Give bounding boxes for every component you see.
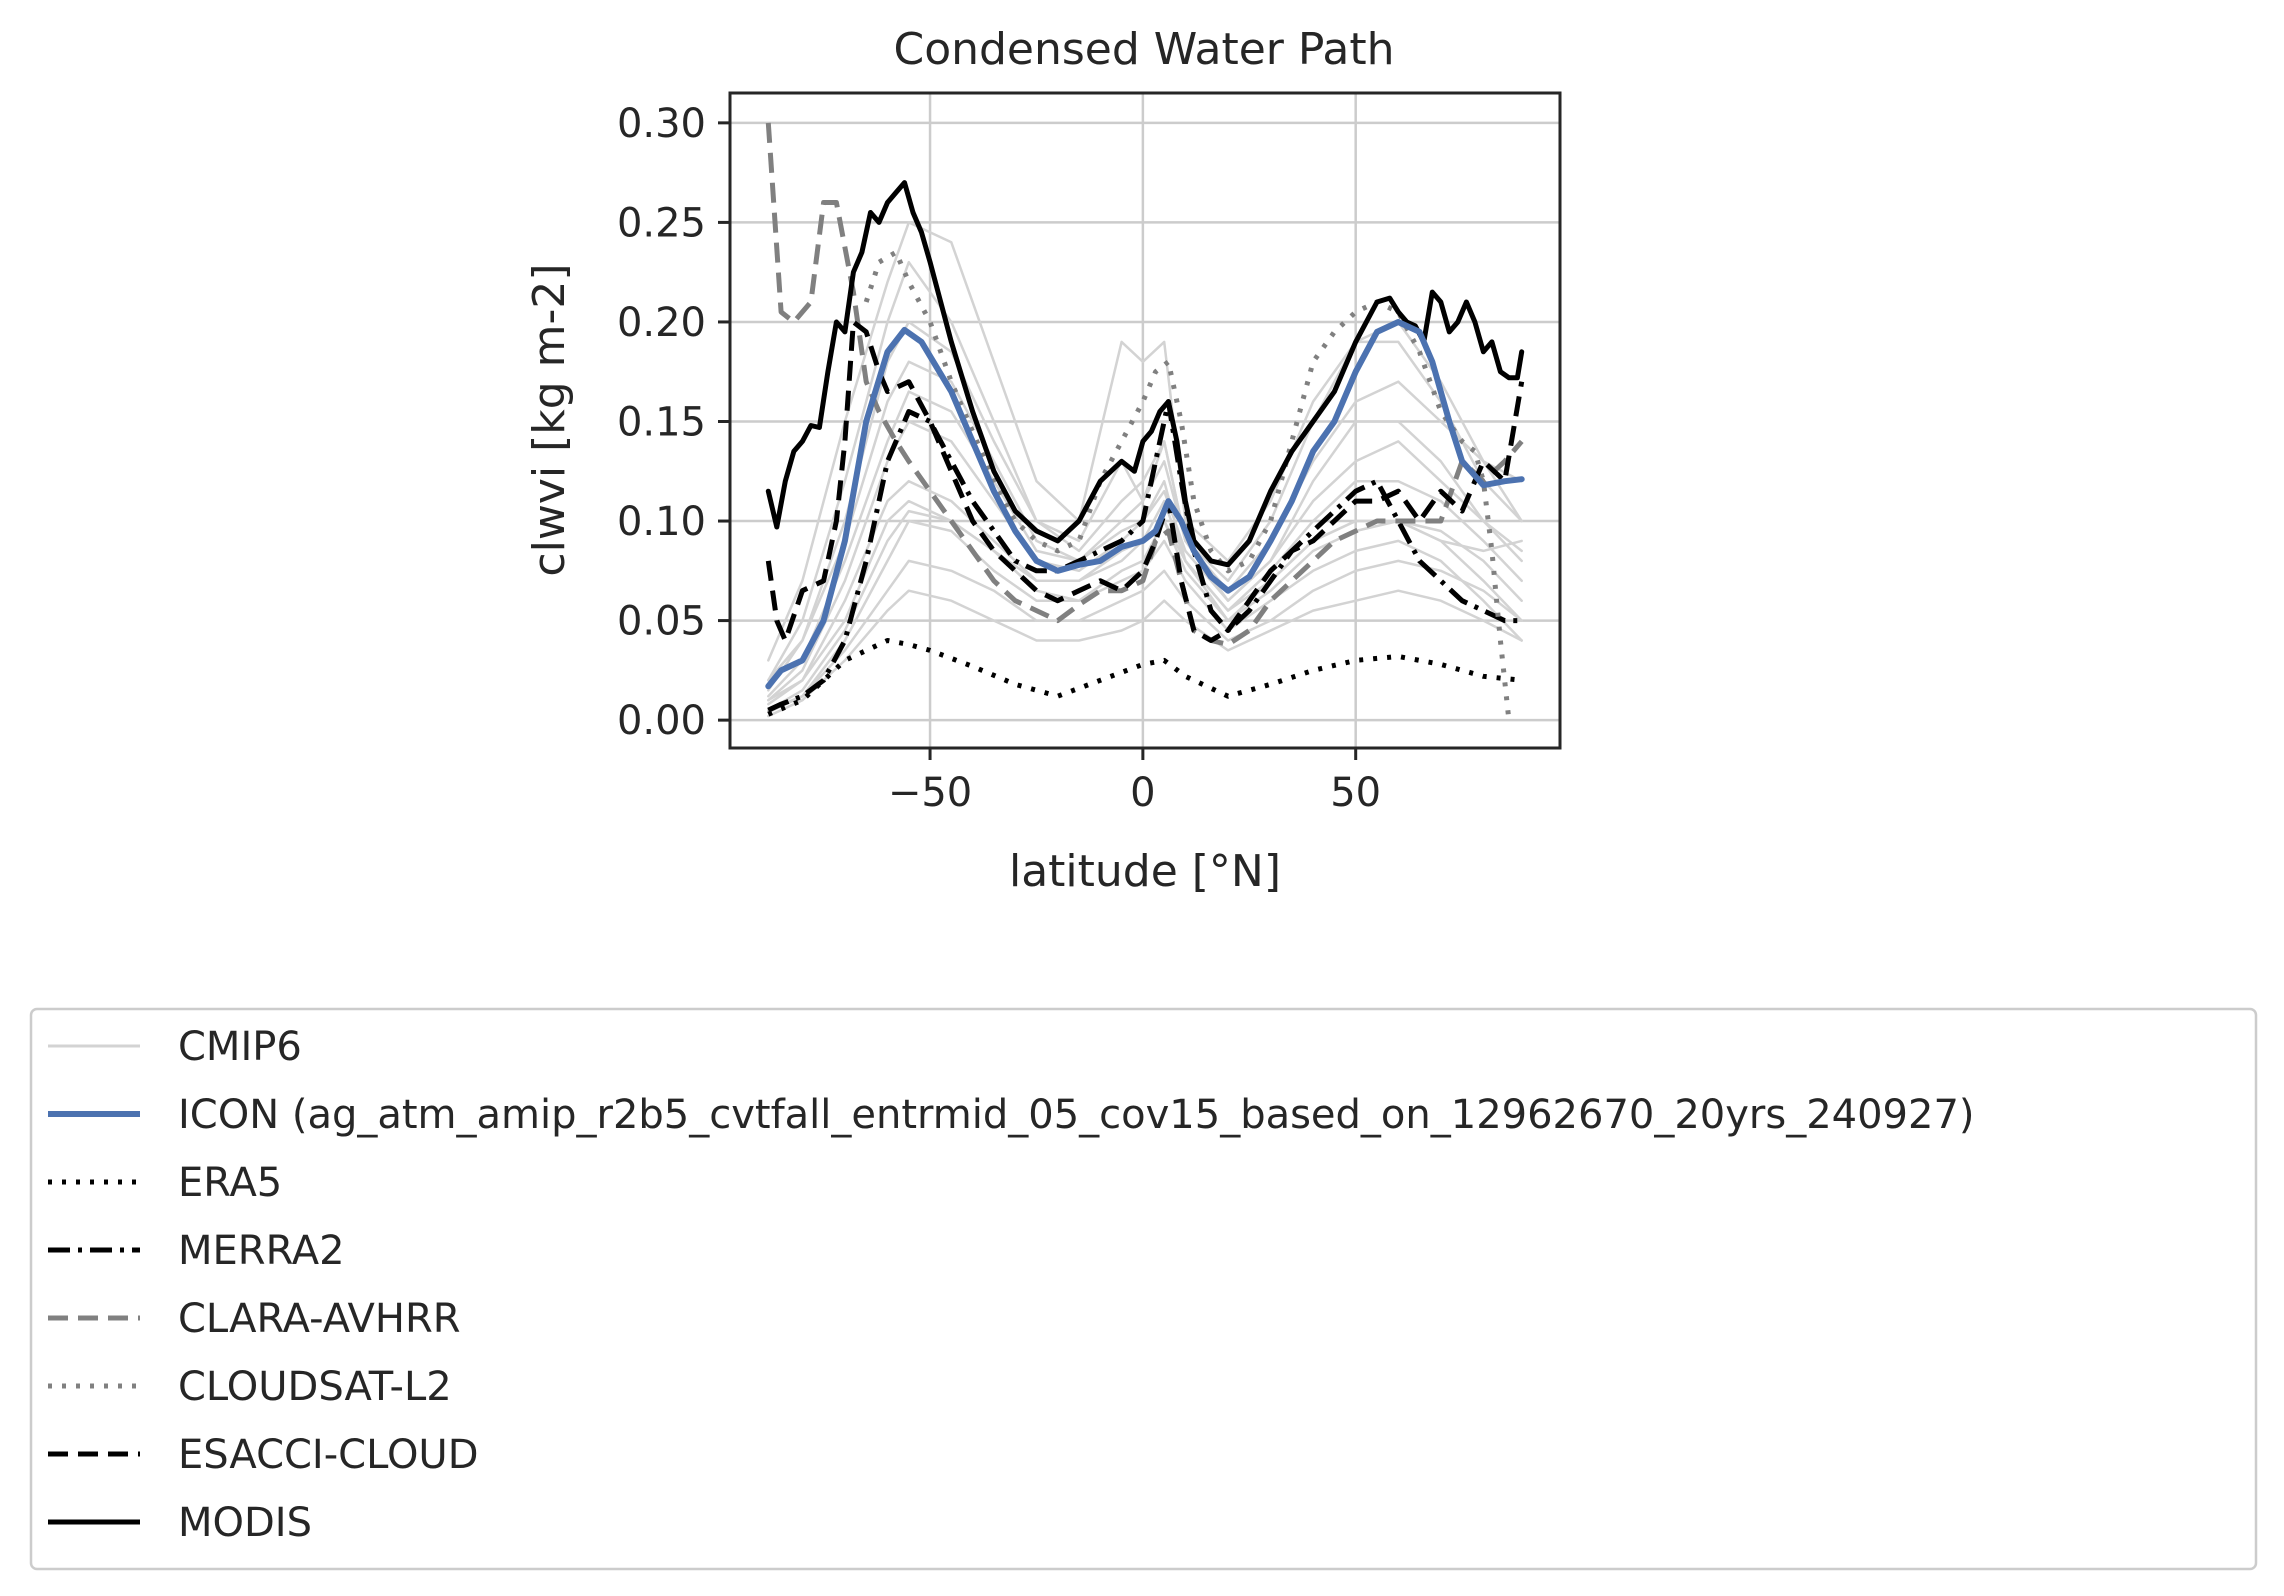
series-line (767, 559, 1523, 714)
x-tick-label: 0 (1130, 770, 1155, 816)
legend-label: MERRA2 (178, 1228, 345, 1274)
legend-label: CLOUDSAT-L2 (178, 1364, 452, 1410)
y-tick-label: 0.00 (617, 698, 706, 744)
legend-entries: CMIP6 ICON (ag_atm_amip_r2b5_cvtfall_entr… (48, 1024, 1975, 1546)
legend: CMIP6 ICON (ag_atm_amip_r2b5_cvtfall_entr… (29, 1007, 2258, 1571)
chart-title: Condensed Water Path (893, 24, 1394, 75)
series-line (767, 399, 1522, 713)
y-tick-label: 0.10 (617, 499, 706, 545)
series-line (765, 180, 1525, 568)
series-lines (765, 122, 1525, 721)
y-tick-label: 0.05 (617, 599, 706, 645)
axis-ticks: −50 0 50 0.00 0.05 0.10 0.15 0.20 0.25 0.30 (617, 101, 1381, 816)
legend-label: ERA5 (178, 1160, 282, 1206)
y-tick-label: 0.15 (617, 399, 706, 445)
series-line (767, 589, 1523, 718)
legend-label: MODIS (178, 1500, 312, 1546)
series-line (767, 519, 1523, 712)
legend-frame (29, 1007, 2258, 1571)
series-line (767, 320, 1523, 682)
legend-label: ESACCI-CLOUD (178, 1432, 479, 1478)
y-tick-label: 0.25 (617, 200, 706, 246)
series-line (765, 319, 1525, 690)
x-tick-label: −50 (888, 770, 972, 816)
series-line (767, 360, 1523, 692)
legend-label: CLARA-AVHRR (178, 1296, 461, 1342)
legend-label: CMIP6 (178, 1024, 302, 1070)
legend-label: ICON (ag_atm_amip_r2b5_cvtfall_entrmid_0… (178, 1092, 1975, 1138)
y-tick-label: 0.20 (617, 300, 706, 346)
series-line (765, 122, 1524, 647)
x-axis-label: latitude [°N] (1009, 846, 1281, 897)
series-line (767, 509, 1523, 712)
series-line (767, 499, 1523, 706)
y-tick-label: 0.30 (617, 101, 706, 147)
series-line (767, 638, 1522, 717)
y-axis-label: clwvi [kg m-2] (524, 263, 575, 576)
x-tick-label: 50 (1330, 770, 1381, 816)
